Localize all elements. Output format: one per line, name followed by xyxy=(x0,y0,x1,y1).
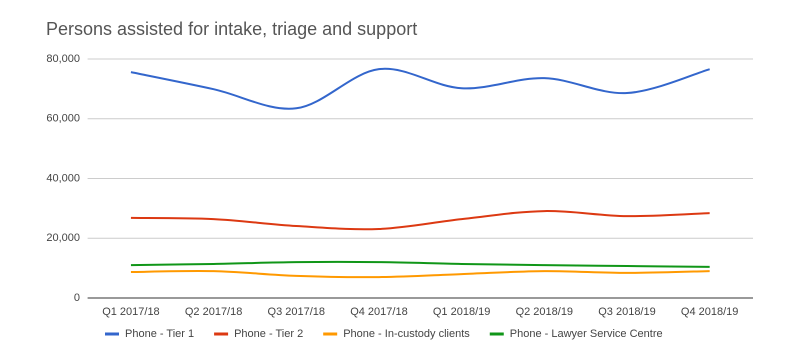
series-line xyxy=(130,269,710,279)
x-tick-label: Q1 2017/18 xyxy=(102,306,160,318)
x-tick-label: Q3 2017/18 xyxy=(268,306,326,318)
y-tick-label: 0 xyxy=(74,292,80,304)
x-tick-label: Q4 2018/19 xyxy=(681,306,739,318)
chart-title: Persons assisted for intake, triage and … xyxy=(46,19,417,39)
legend-label: Phone - Tier 2 xyxy=(234,328,303,340)
legend-label: Phone - Tier 1 xyxy=(125,328,194,340)
x-tick-label: Q1 2018/19 xyxy=(433,306,491,318)
series-line xyxy=(130,210,710,231)
series-line xyxy=(130,260,710,268)
series-line xyxy=(130,67,710,110)
x-tick-label: Q2 2017/18 xyxy=(185,306,243,318)
legend-label: Phone - In-custody clients xyxy=(343,328,470,340)
legend-label: Phone - Lawyer Service Centre xyxy=(510,328,663,340)
x-tick-label: Q4 2017/18 xyxy=(350,306,408,318)
y-tick-label: 40,000 xyxy=(46,172,80,184)
y-tick-label: 80,000 xyxy=(46,53,80,65)
x-tick-label: Q2 2018/19 xyxy=(516,306,574,318)
x-tick-label: Q3 2018/19 xyxy=(598,306,656,318)
y-tick-label: 20,000 xyxy=(46,232,80,244)
y-tick-label: 60,000 xyxy=(46,113,80,125)
